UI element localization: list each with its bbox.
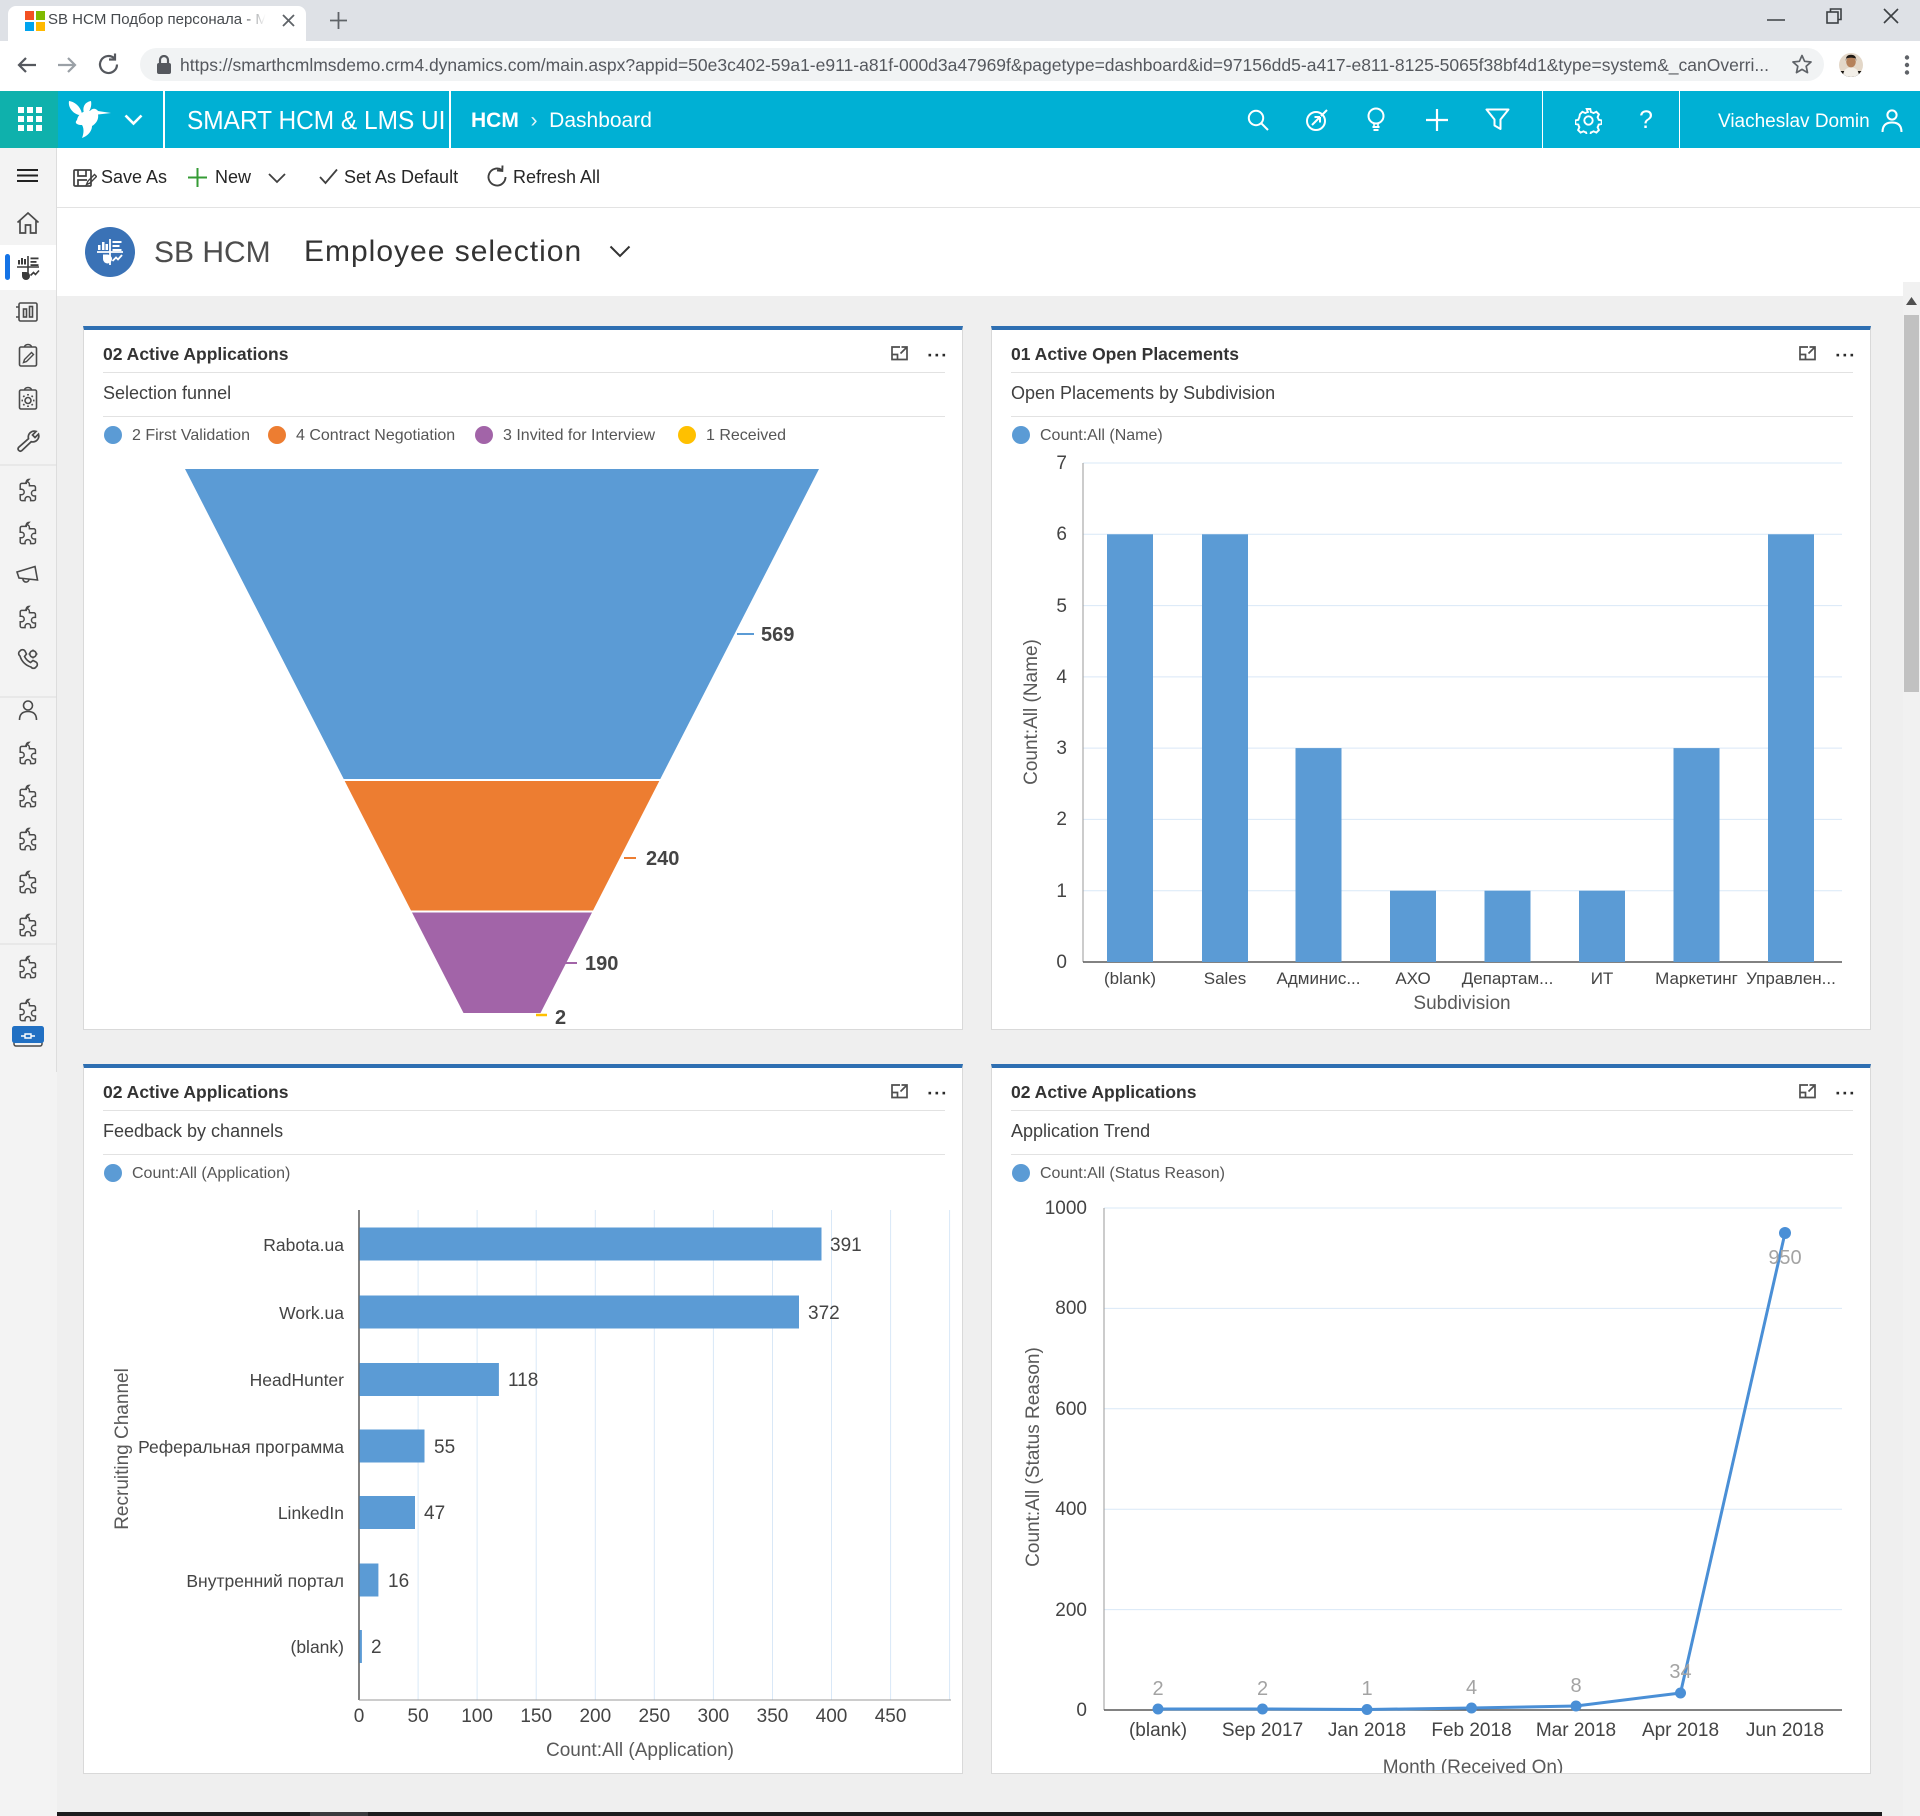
svg-text:600: 600	[1055, 1399, 1087, 1420]
svg-text:800: 800	[1055, 1298, 1087, 1319]
svg-text:372: 372	[808, 1303, 840, 1324]
svg-text:118: 118	[508, 1370, 538, 1391]
svg-text:2: 2	[1056, 809, 1067, 830]
svg-text:190: 190	[585, 953, 618, 975]
svg-text:АХО: АХО	[1395, 969, 1430, 988]
svg-text:ИТ: ИТ	[1591, 969, 1614, 988]
svg-text:391: 391	[830, 1235, 862, 1256]
svg-text:0: 0	[1056, 952, 1067, 973]
svg-text:Count:All (Name): Count:All (Name)	[1021, 639, 1042, 785]
svg-text:4: 4	[1466, 1677, 1477, 1699]
svg-text:1: 1	[1056, 881, 1067, 902]
svg-text:(blank): (blank)	[291, 1637, 345, 1657]
svg-text:Work.ua: Work.ua	[279, 1303, 344, 1323]
svg-text:47: 47	[424, 1503, 445, 1524]
svg-text:300: 300	[698, 1706, 730, 1727]
svg-text:Rabota.ua: Rabota.ua	[263, 1235, 344, 1255]
svg-text:2: 2	[1152, 1678, 1163, 1700]
svg-text:2: 2	[1257, 1678, 1268, 1700]
svg-text:Feb 2018: Feb 2018	[1431, 1720, 1511, 1741]
svg-text:1: 1	[1361, 1678, 1372, 1700]
svg-text:16: 16	[388, 1571, 409, 1592]
svg-text:Month (Received On): Month (Received On)	[1383, 1757, 1564, 1774]
svg-text:7: 7	[1056, 453, 1067, 474]
svg-text:LinkedIn: LinkedIn	[278, 1503, 344, 1523]
svg-text:Реферальная программа: Реферальная программа	[138, 1437, 344, 1457]
svg-text:Sales: Sales	[1204, 969, 1247, 988]
svg-text:Управлен...: Управлен...	[1746, 969, 1836, 988]
svg-text:Subdivision: Subdivision	[1413, 993, 1510, 1014]
svg-text:Count:All (Status Reason): Count:All (Status Reason)	[1023, 1347, 1044, 1567]
svg-text:1000: 1000	[1045, 1198, 1087, 1219]
svg-text:240: 240	[646, 848, 679, 870]
svg-text:Mar 2018: Mar 2018	[1536, 1720, 1616, 1741]
svg-text:50: 50	[408, 1706, 429, 1727]
svg-text:4: 4	[1056, 667, 1067, 688]
svg-text:Админис...: Админис...	[1277, 969, 1361, 988]
svg-text:950: 950	[1768, 1247, 1801, 1269]
svg-text:34: 34	[1669, 1661, 1691, 1683]
svg-text:400: 400	[816, 1706, 848, 1727]
svg-text:Count:All (Application): Count:All (Application)	[546, 1740, 734, 1761]
svg-text:8: 8	[1570, 1675, 1581, 1697]
svg-text:Jan 2018: Jan 2018	[1328, 1720, 1406, 1741]
svg-text:5: 5	[1056, 596, 1067, 617]
svg-text:250: 250	[638, 1706, 670, 1727]
svg-text:200: 200	[579, 1706, 611, 1727]
svg-text:100: 100	[461, 1706, 493, 1727]
svg-text:55: 55	[434, 1437, 455, 1458]
svg-text:(blank): (blank)	[1104, 969, 1156, 988]
svg-text:6: 6	[1056, 524, 1067, 545]
svg-text:450: 450	[875, 1706, 907, 1727]
svg-text:Маркетинг: Маркетинг	[1655, 969, 1738, 988]
svg-text:2: 2	[555, 1007, 566, 1026]
svg-text:Apr 2018: Apr 2018	[1642, 1720, 1719, 1741]
svg-text:569: 569	[761, 624, 794, 646]
svg-text:(blank): (blank)	[1129, 1720, 1187, 1741]
svg-text:150: 150	[520, 1706, 552, 1727]
svg-text:350: 350	[757, 1706, 789, 1727]
svg-text:400: 400	[1055, 1499, 1087, 1520]
svg-text:0: 0	[1076, 1700, 1087, 1721]
svg-text:2: 2	[371, 1637, 382, 1658]
svg-text:200: 200	[1055, 1600, 1087, 1621]
svg-text:3: 3	[1056, 738, 1067, 759]
svg-text:HeadHunter: HeadHunter	[250, 1370, 345, 1390]
svg-text:Recruiting Channel: Recruiting Channel	[112, 1368, 133, 1530]
svg-text:Jun 2018: Jun 2018	[1746, 1720, 1824, 1741]
svg-text:0: 0	[354, 1706, 365, 1727]
svg-text:Департам...: Департам...	[1462, 969, 1554, 988]
svg-text:Внутренний портал: Внутренний портал	[186, 1571, 344, 1591]
svg-text:Sep 2017: Sep 2017	[1222, 1720, 1303, 1741]
